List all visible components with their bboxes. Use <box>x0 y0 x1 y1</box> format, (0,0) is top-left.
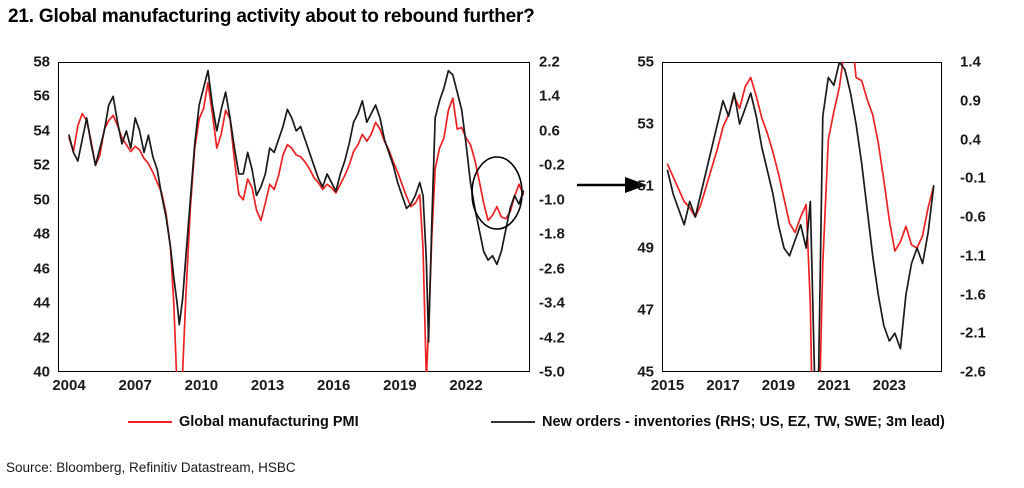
left-chart-rtick: 1.4 <box>539 87 560 105</box>
left-chart-xtick: 2010 <box>184 377 219 394</box>
series-line <box>68 81 525 372</box>
right-chart-ytick: 45 <box>637 363 654 381</box>
left-chart-rtick: -0.2 <box>539 156 565 174</box>
left-chart-xtick: 2022 <box>449 377 483 394</box>
right-chart-rtick: -2.6 <box>960 363 986 381</box>
right-chart-rtick: -0.1 <box>960 169 986 187</box>
left-chart-rtick: 2.2 <box>539 53 560 71</box>
right-chart-rtick: -2.1 <box>960 324 986 342</box>
highlight-circle <box>471 156 523 230</box>
right-chart-ytick: 47 <box>637 301 654 319</box>
right-chart-rtick: 0.4 <box>960 131 981 148</box>
left-chart-rtick: -1.8 <box>539 225 565 243</box>
left-chart-rtick: -5.0 <box>539 363 565 381</box>
right-chart-ytick: 55 <box>637 53 654 71</box>
left-chart-xtick: 2019 <box>383 377 417 394</box>
right-chart-rtick: -1.1 <box>960 247 986 265</box>
left-chart-ytick: 40 <box>33 363 50 381</box>
left-chart-ytick: 44 <box>33 294 50 312</box>
right-chart-ytick: 53 <box>637 115 654 133</box>
left-chart-ytick: 48 <box>33 225 50 243</box>
right-chart-rtick: -1.6 <box>960 286 986 303</box>
right-chart-xtick: 2023 <box>872 377 906 394</box>
right-chart-ytick: 51 <box>637 177 654 195</box>
left-chart-ytick: 46 <box>33 260 50 278</box>
left-plot-frame <box>58 62 530 372</box>
right-chart-ytick: 49 <box>637 239 654 257</box>
left-chart-rtick: -2.6 <box>539 260 565 278</box>
left-chart-ytick: 54 <box>33 122 50 140</box>
left-chart-ytick: 50 <box>33 191 50 209</box>
left-chart-rtick: -1.0 <box>539 191 565 209</box>
figure-title: 21. Global manufacturing activity about … <box>8 6 535 27</box>
legend-swatch-new-orders <box>491 421 535 423</box>
series-line <box>666 62 935 372</box>
legend-label-new-orders: New orders - inventories (RHS; US, EZ, T… <box>542 414 945 430</box>
right-chart-rtick: -0.6 <box>960 208 986 226</box>
left-chart-xtick: 2013 <box>250 377 285 394</box>
series-line <box>68 69 525 343</box>
right-chart-xtick: 2015 <box>650 377 685 394</box>
left-chart-ytick: 42 <box>33 329 50 347</box>
legend-item-pmi: Global manufacturing PMI <box>128 414 359 430</box>
right-chart-xtick: 2021 <box>817 377 851 394</box>
right-chart-rtick: 1.4 <box>960 53 981 71</box>
right-plot-frame <box>662 62 942 372</box>
left-chart-rtick: 0.6 <box>539 122 560 140</box>
left-chart-xtick: 2016 <box>317 377 351 394</box>
legend-item-new-orders: New orders - inventories (RHS; US, EZ, T… <box>491 414 945 430</box>
right-chart-xtick: 2017 <box>706 377 740 394</box>
left-chart-rtick: -4.2 <box>539 329 565 347</box>
series-line <box>666 62 935 372</box>
right-chart-rtick: 0.9 <box>960 92 981 110</box>
right-chart-xtick: 2019 <box>761 377 796 394</box>
left-chart-rtick: -3.4 <box>539 294 565 312</box>
source-note: Source: Bloomberg, Refinitiv Datastream,… <box>6 460 296 475</box>
left-chart-xtick: 2007 <box>118 377 152 394</box>
left-chart-ytick: 52 <box>33 156 50 174</box>
zoom-arrow <box>575 172 653 203</box>
left-chart-ytick: 56 <box>33 87 50 105</box>
legend-label-pmi: Global manufacturing PMI <box>179 414 359 430</box>
left-chart-ytick: 58 <box>33 53 50 71</box>
legend-swatch-pmi <box>128 421 172 423</box>
arrow-right-icon <box>577 177 647 193</box>
left-chart-xtick: 2004 <box>52 377 86 394</box>
